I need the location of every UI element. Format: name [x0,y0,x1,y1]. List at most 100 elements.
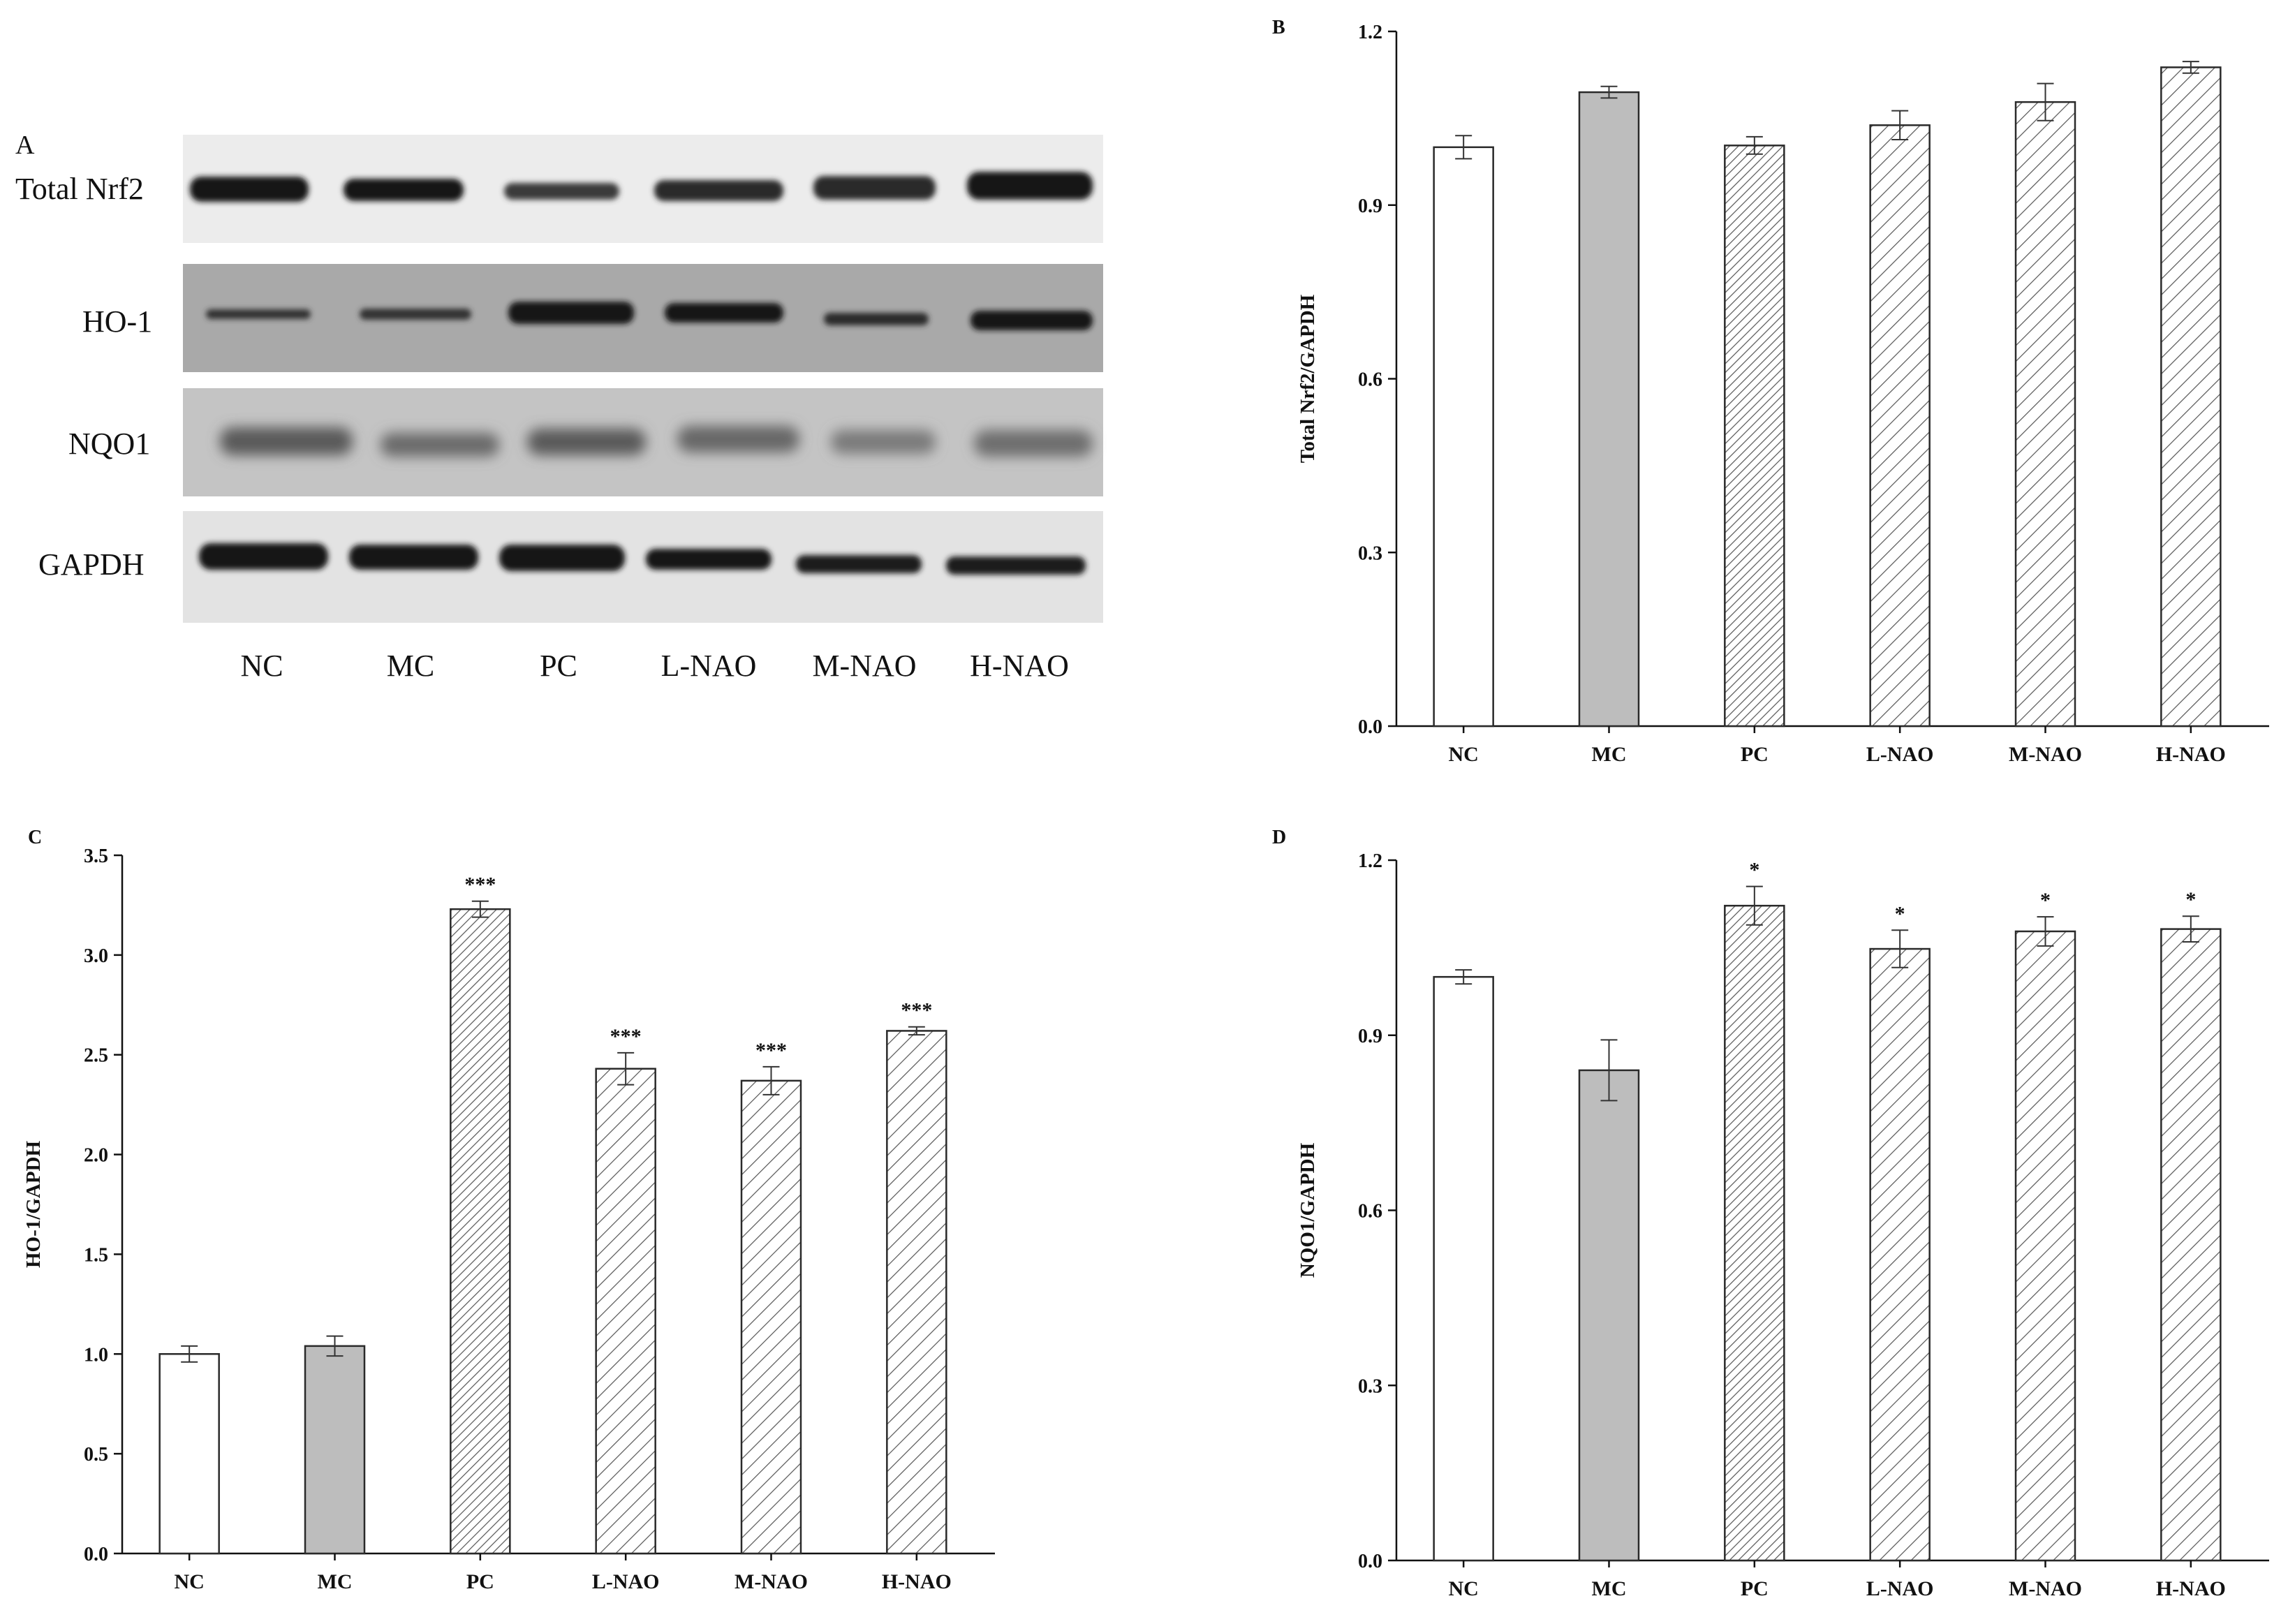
lane-label-mnao: M-NAO [812,649,916,683]
bar-nc [1433,975,1494,1562]
y-tick-label: 0.0 [1358,716,1382,738]
band-ho1-mc [360,309,471,320]
panel-letter-c: C [28,827,42,848]
y-tick-label: 2.0 [84,1145,108,1167]
blot-strip-ho1 [183,264,1103,372]
significance-label-m-nao: *** [755,1039,787,1062]
bar-mc [1578,1069,1640,1562]
significance-label-l-nao: *** [610,1025,642,1048]
error-bar-mc [1600,1039,1618,1102]
error-bar-l-nao [1891,110,1909,141]
band-gapdh-pc [499,545,625,571]
y-tick-label: 3.0 [84,945,108,967]
error-bar-pc [471,900,489,918]
band-nqo1-pc [527,429,646,455]
x-tick-label-m-nao: M-NAO [735,1570,808,1593]
y-tick-label: 2.5 [84,1045,108,1067]
y-tick-label: 1.2 [1358,850,1382,872]
band-nqo1-mnao [831,430,936,454]
lane-label-nc: NC [240,649,283,683]
band-ho1-hnao [970,311,1093,330]
blot-strip-total-nrf2 [183,135,1103,243]
bar-m-nao [2014,101,2076,728]
error-bar-m-nao [762,1065,780,1095]
panel-letter-b: B [1272,17,1285,38]
chart-panel-d: D 0.0 0.3 0.6 0.9 1.2 NQO1/GAPDH NC MC * PC * L-NAO *… [1271,810,2288,1621]
western-blot-panel: A Total Nrf2 HO-1 NQO1 GAPDH [0,0,1187,768]
bar-nc [1433,146,1494,728]
y-tick-label: 0.5 [84,1444,108,1466]
y-tick-label: 0.6 [1358,369,1382,391]
error-bar-l-nao [617,1051,635,1086]
lane-label-hnao: H-NAO [970,649,1069,683]
lane-label-lnao: L-NAO [661,649,757,683]
blot-label-nqo1: NQO1 [68,427,150,461]
y-tick-label: 0.6 [1358,1201,1382,1223]
y-tick-label: 0.3 [1358,1375,1382,1397]
chart-svg-d: D 0.0 0.3 0.6 0.9 1.2 NQO1/GAPDH NC MC * PC * L-NAO *… [1272,827,2269,1600]
band-ho1-mnao [824,313,929,325]
error-bar-mc [1600,85,1618,99]
error-bar-h-nao [908,1026,925,1036]
bar-h-nao [886,1030,947,1555]
x-tick-label-mc: MC [1592,1577,1627,1600]
x-tick-label-l-nao: L-NAO [592,1570,660,1593]
significance-label-pc: *** [464,873,496,896]
y-tick-label: 1.2 [1358,22,1382,43]
y-tick-label: 0.9 [1358,195,1382,217]
band-nrf2-pc [504,183,619,200]
band-nrf2-mnao [813,176,936,200]
x-tick-label-pc: PC [1741,1577,1769,1600]
blot-label-ho1: HO-1 [82,304,152,339]
y-tick-label: 0.9 [1358,1026,1382,1047]
blot-label-gapdh: GAPDH [38,547,145,582]
error-bar-nc [181,1345,198,1363]
x-tick-label-l-nao: L-NAO [1866,1577,1934,1600]
band-nqo1-nc [220,427,353,455]
significance-label-h-nao: *** [901,999,932,1022]
error-bar-m-nao [2037,916,2054,947]
band-ho1-lnao [665,303,783,323]
band-nqo1-hnao [974,430,1093,457]
bar-m-nao [740,1079,802,1555]
error-bar-pc [1745,135,1763,155]
error-bar-nc [1455,969,1473,985]
y-tick-label: 1.0 [84,1344,108,1366]
lane-label-mc: MC [387,649,434,683]
band-nrf2-hnao [967,172,1093,200]
error-bar-l-nao [1891,929,1909,968]
y-axis-label: NQO1/GAPDH [1297,1142,1319,1278]
bar-h-nao [2160,928,2222,1562]
band-nrf2-mc [344,179,464,201]
chart-panel-b: B 0.0 0.3 0.6 0.9 1.2 Total Nrf2/GAPDH NC MC PC L-… [1271,0,2288,789]
panel-letter-a: A [15,131,35,160]
band-gapdh-nc [199,543,328,570]
y-tick-label: 0.0 [1358,1551,1382,1572]
x-tick-label-pc: PC [466,1570,494,1593]
y-axis-label: Total Nrf2/GAPDH [1297,294,1319,463]
band-nqo1-mc [381,433,499,457]
chart-svg-c: C 0.0 0.5 1.0 1.5 2.0 2.5 3.0 3.5 HO-1/GAPDH NC MC *… [22,827,995,1593]
error-bar-mc [326,1335,344,1357]
x-tick-label-m-nao: M-NAO [2009,1577,2082,1600]
x-tick-label-h-nao: H-NAO [2156,743,2226,766]
bar-l-nao [1869,124,1931,728]
x-tick-label-h-nao: H-NAO [2156,1577,2226,1600]
significance-label-pc: * [1749,859,1759,882]
band-nrf2-nc [190,177,309,202]
bar-pc [450,908,511,1555]
bar-m-nao [2014,930,2076,1562]
chart-panel-c: C 0.0 0.5 1.0 1.5 2.0 2.5 3.0 3.5 HO-1/GAPDH NC MC *… [0,810,1033,1621]
x-tick-label-mc: MC [1592,743,1627,766]
error-bar-nc [1455,135,1473,160]
bar-nc [158,1353,220,1555]
error-bar-m-nao [2037,82,2054,121]
band-nrf2-lnao [654,180,783,201]
band-ho1-nc [206,309,311,319]
y-tick-label: 0.0 [84,1544,108,1565]
band-gapdh-lnao [646,549,772,570]
panel-letter-d: D [1272,827,1286,848]
x-tick-label-l-nao: L-NAO [1866,743,1934,766]
significance-label-h-nao: * [2185,888,2196,911]
x-tick-label-mc: MC [318,1570,353,1593]
